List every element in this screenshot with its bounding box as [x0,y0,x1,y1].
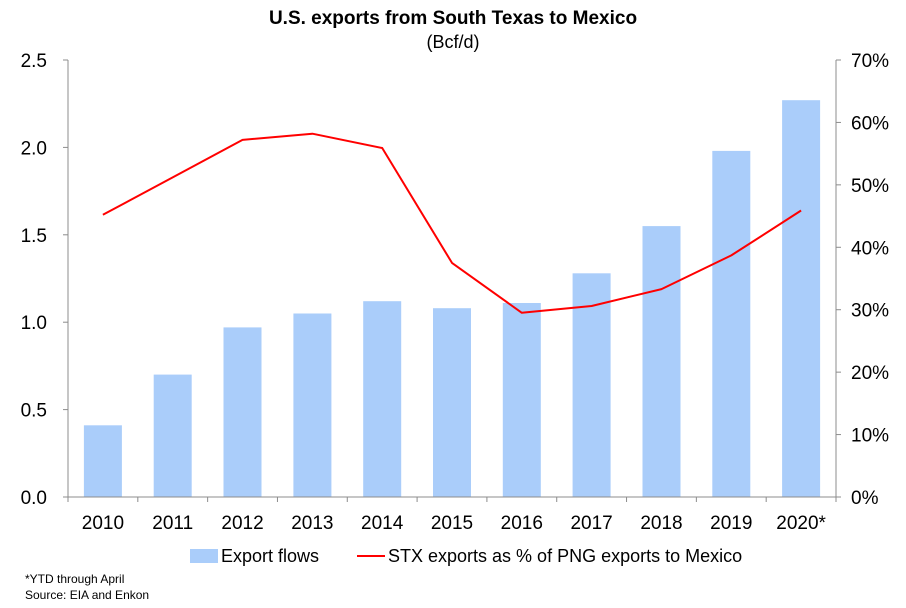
right-tick-label: 10% [851,426,889,447]
x-tick-label: 2010 [82,513,124,534]
bar-2011 [153,374,192,497]
right-tick-label: 70% [851,51,889,72]
bar-2010 [83,425,122,497]
right-tick-label: 50% [851,176,889,197]
bar-2015 [433,308,471,497]
axes [67,60,837,498]
bar-2019 [712,150,751,497]
right-tick-label: 0% [851,488,879,509]
legend-label-export-flows: Export flows [221,546,319,566]
right-tick-label: 60% [851,113,889,134]
left-tick-label: 1.0 [21,313,47,334]
right-axis-ticks: 0% 10% 20% 30% 40% 50% 60% 70% [836,51,889,509]
x-tick-label: 2020* [776,513,826,534]
line-series [102,132,802,314]
bar-series [83,100,821,497]
x-tick-label: 2014 [361,513,404,534]
x-tick-label: 2012 [221,513,263,534]
left-axis-ticks: 0.0 0.5 1.0 1.5 2.0 2.5 [21,51,68,509]
chart-subtitle: (Bcf/d) [426,32,479,52]
left-tick-label: 0.0 [21,488,47,509]
x-tick-label: 2017 [570,513,612,534]
footnote-ytd: *YTD through April [25,572,124,586]
right-tick-label: 40% [851,238,889,259]
x-axis-ticks: 2010 2011 2012 2013 2014 2015 2016 2017 2018 2019… [67,497,837,534]
bar-2020 [782,100,821,497]
x-tick-label: 2011 [152,513,193,534]
right-tick-label: 20% [851,363,889,384]
right-tick-label: 30% [851,301,889,322]
bar-2013 [293,313,332,497]
chart-title: U.S. exports from South Texas to Mexico [269,8,637,29]
bar-2012 [223,327,262,497]
bar-2014 [363,301,402,497]
legend-label-stx-share: STX exports as % of PNG exports to Mexic… [388,546,742,566]
line-stx-share [102,132,802,314]
legend: Export flows STX exports as % of PNG exp… [190,546,742,566]
bar-2017 [572,273,611,497]
bar-2016 [502,303,541,497]
left-tick-label: 0.5 [21,401,47,422]
bar-2018 [642,226,681,497]
x-tick-label: 2013 [291,513,333,534]
left-tick-label: 1.5 [21,226,47,247]
left-tick-label: 2.0 [21,138,47,159]
x-tick-label: 2019 [710,513,752,534]
legend-swatch-export-flows [190,549,218,563]
x-tick-label: 2016 [501,513,543,534]
footnote-source: Source: EIA and Enkon [25,588,149,602]
x-tick-label: 2015 [431,513,473,534]
left-tick-label: 2.5 [21,51,47,72]
x-tick-label: 2018 [640,513,682,534]
